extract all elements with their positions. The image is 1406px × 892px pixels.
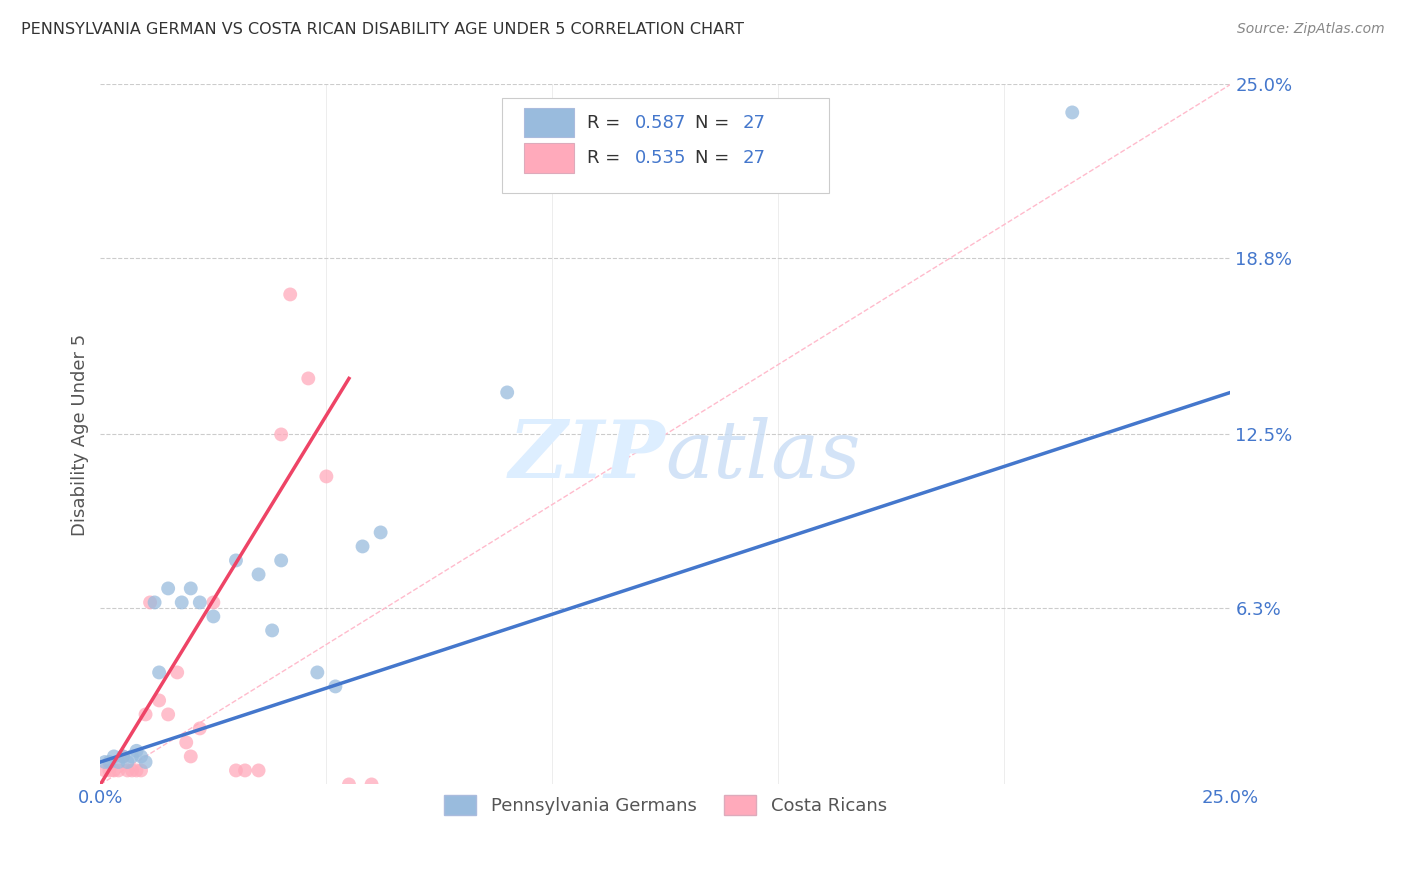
- Text: 27: 27: [742, 113, 765, 132]
- Point: [360, 777, 382, 791]
- Text: 27: 27: [742, 149, 765, 167]
- Point: [297, 371, 319, 385]
- Point: [202, 595, 225, 609]
- Point: [225, 553, 247, 567]
- Point: [307, 665, 329, 680]
- Point: [107, 764, 129, 778]
- FancyBboxPatch shape: [524, 144, 574, 173]
- Point: [143, 595, 166, 609]
- Point: [270, 427, 292, 442]
- Point: [111, 749, 134, 764]
- Point: [188, 595, 211, 609]
- Text: ZIP: ZIP: [509, 417, 665, 494]
- Point: [125, 764, 148, 778]
- Point: [94, 755, 117, 769]
- Point: [370, 525, 392, 540]
- Text: 0.587: 0.587: [636, 113, 686, 132]
- Text: R =: R =: [588, 149, 627, 167]
- Text: 0.535: 0.535: [636, 149, 686, 167]
- Point: [117, 755, 139, 769]
- FancyBboxPatch shape: [502, 98, 830, 193]
- FancyBboxPatch shape: [524, 108, 574, 137]
- Point: [1062, 105, 1084, 120]
- Point: [135, 755, 157, 769]
- Point: [129, 764, 152, 778]
- Text: N =: N =: [695, 149, 735, 167]
- Point: [180, 582, 202, 596]
- Point: [337, 777, 360, 791]
- Text: R =: R =: [588, 113, 627, 132]
- Point: [121, 764, 143, 778]
- Point: [202, 609, 225, 624]
- Point: [157, 582, 180, 596]
- Point: [325, 680, 347, 694]
- Point: [270, 553, 292, 567]
- Point: [103, 764, 125, 778]
- Point: [135, 707, 157, 722]
- Text: N =: N =: [695, 113, 735, 132]
- Point: [180, 749, 202, 764]
- Text: atlas: atlas: [665, 417, 860, 494]
- Point: [117, 764, 139, 778]
- Point: [129, 749, 152, 764]
- Point: [188, 722, 211, 736]
- Point: [496, 385, 519, 400]
- Point: [107, 755, 129, 769]
- Point: [262, 624, 284, 638]
- Point: [166, 665, 188, 680]
- Point: [98, 755, 121, 769]
- Point: [94, 764, 117, 778]
- Point: [125, 744, 148, 758]
- Point: [157, 707, 180, 722]
- Point: [233, 764, 256, 778]
- Point: [170, 595, 193, 609]
- Text: Source: ZipAtlas.com: Source: ZipAtlas.com: [1237, 22, 1385, 37]
- Point: [225, 764, 247, 778]
- Y-axis label: Disability Age Under 5: Disability Age Under 5: [72, 334, 89, 535]
- Point: [111, 749, 134, 764]
- Point: [121, 749, 143, 764]
- Point: [352, 540, 374, 554]
- Text: PENNSYLVANIA GERMAN VS COSTA RICAN DISABILITY AGE UNDER 5 CORRELATION CHART: PENNSYLVANIA GERMAN VS COSTA RICAN DISAB…: [21, 22, 744, 37]
- Point: [139, 595, 162, 609]
- Point: [174, 735, 197, 749]
- Point: [247, 764, 270, 778]
- Point: [103, 749, 125, 764]
- Point: [98, 764, 121, 778]
- Legend: Pennsylvania Germans, Costa Ricans: Pennsylvania Germans, Costa Ricans: [434, 786, 896, 824]
- Point: [148, 665, 170, 680]
- Point: [315, 469, 337, 483]
- Point: [278, 287, 301, 301]
- Point: [148, 693, 170, 707]
- Point: [247, 567, 270, 582]
